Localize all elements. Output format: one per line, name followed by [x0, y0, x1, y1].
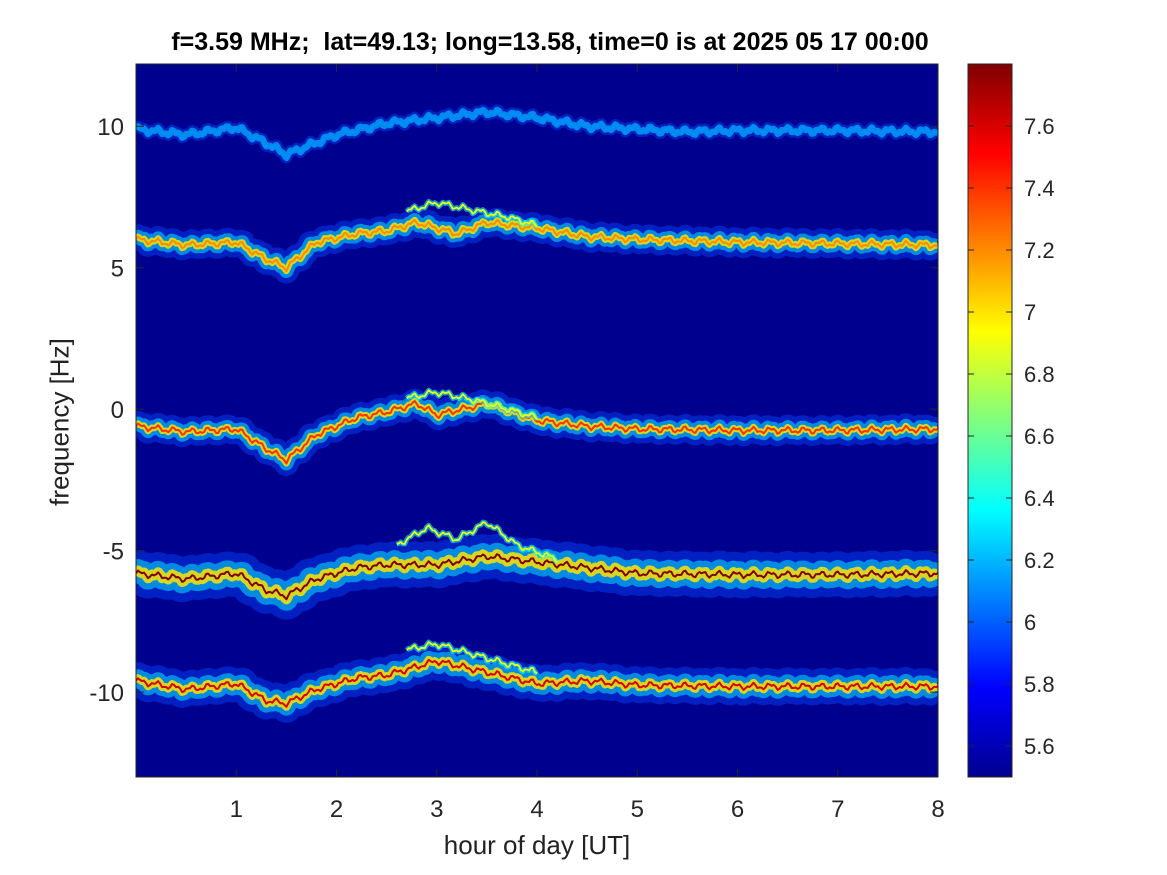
colorbar-tick-label: 5.6: [1024, 734, 1055, 759]
colorbar-tick-label: 7.6: [1024, 114, 1055, 139]
colorbar-tick-label: 7.4: [1024, 176, 1055, 201]
trace-4: [136, 639, 938, 723]
y-tick-label: 0: [111, 397, 124, 424]
trace-3: [136, 519, 938, 620]
trace-1: [136, 198, 938, 284]
x-tick-label: 7: [831, 796, 844, 823]
colorbar-gradient: [967, 63, 1013, 778]
colorbar-tick-label: 7.2: [1024, 238, 1055, 263]
x-tick-label: 6: [731, 796, 744, 823]
trace-3-core: [136, 553, 938, 601]
y-tick-label: 5: [111, 256, 124, 283]
trace-3-branch: [396, 521, 558, 564]
trace-2-core: [136, 400, 938, 465]
x-tick-label: 2: [330, 796, 343, 823]
colorbar-tick-label: 7: [1024, 300, 1036, 325]
x-tick-label: 1: [230, 796, 243, 823]
trace-2: [136, 387, 938, 476]
trace-0: [136, 104, 938, 164]
colorbar-ticks: 5.6 5.8 6 6.2 6.4 6.6 6.8 7 7.2 7.4 7.6: [968, 114, 1055, 759]
chart-title: f=3.59 MHz; lat=49.13; long=13.58, time=…: [171, 28, 929, 56]
trace-2-branch: [406, 389, 538, 420]
colorbar-tick-label: 6: [1024, 610, 1036, 635]
plot-area: [135, 63, 939, 778]
x-axis-label: hour of day [UT]: [443, 830, 631, 860]
x-tick-label: 3: [430, 796, 443, 823]
colorbar: 5.6 5.8 6 6.2 6.4 6.6 6.8 7 7.2 7.4 7.6: [967, 63, 1055, 778]
colorbar-tick-label: 6.2: [1024, 548, 1055, 573]
trace-1-core: [136, 219, 938, 273]
x-tick-label: 5: [631, 796, 644, 823]
colorbar-tick-label: 6.6: [1024, 424, 1055, 449]
colorbar-tick-label: 6.4: [1024, 486, 1055, 511]
trace-1-branch: [406, 200, 538, 228]
x-tick-label: 4: [530, 796, 543, 823]
heatmap-traces: [136, 104, 938, 723]
x-axis: 1 2 3 4 5 6 7 8: [230, 64, 945, 823]
y-tick-label: -5: [103, 539, 124, 566]
y-tick-label: 10: [97, 114, 124, 141]
colorbar-tick-label: 6.8: [1024, 362, 1055, 387]
y-axis-label: frequency [Hz]: [44, 338, 75, 506]
y-tick-label: -10: [89, 680, 124, 707]
trace-4-branch: [406, 641, 538, 675]
trace-0-core: [136, 109, 938, 159]
x-tick-label: 8: [931, 796, 944, 823]
trace-4-core: [136, 658, 938, 708]
y-axis: -10 -5 0 5 10: [89, 114, 938, 707]
colorbar-tick-label: 5.8: [1024, 672, 1055, 697]
